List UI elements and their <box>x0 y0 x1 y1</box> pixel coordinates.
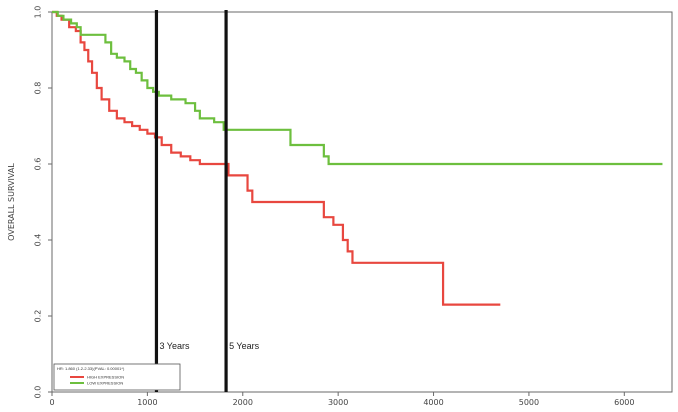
x-tick-label: 1000 <box>137 398 157 407</box>
y-tick-label: 0.2 <box>34 310 43 323</box>
y-tick-label: 0.0 <box>34 386 43 399</box>
legend-header: HR: 1.860 (1.2-2.33)(PVAL: 0.00001*) <box>57 366 125 371</box>
y-tick-label: 1.0 <box>34 6 43 19</box>
y-tick-label: 0.4 <box>34 234 43 247</box>
x-tick-label: 0 <box>49 398 54 407</box>
y-axis-label: OVERALL SURVIVAL <box>7 163 16 241</box>
y-tick-label: 0.6 <box>34 158 43 171</box>
x-tick-label: 2000 <box>233 398 253 407</box>
legend-label-low: LOW EXPRESSION <box>87 381 123 386</box>
series-line-low <box>52 10 663 166</box>
plot-frame <box>51 11 673 393</box>
x-tick-label: 4000 <box>423 398 443 407</box>
x-tick-label: 3000 <box>328 398 348 407</box>
reference-label-2: 5 Years <box>229 341 260 351</box>
reference-label-1: 3 Years <box>159 341 190 351</box>
legend-label-high: HIGH EXPRESSION <box>87 375 124 380</box>
x-tick-label: 6000 <box>614 398 634 407</box>
x-tick-label: 5000 <box>519 398 539 407</box>
series-line-high <box>52 10 501 306</box>
y-tick-label: 0.8 <box>34 82 43 95</box>
